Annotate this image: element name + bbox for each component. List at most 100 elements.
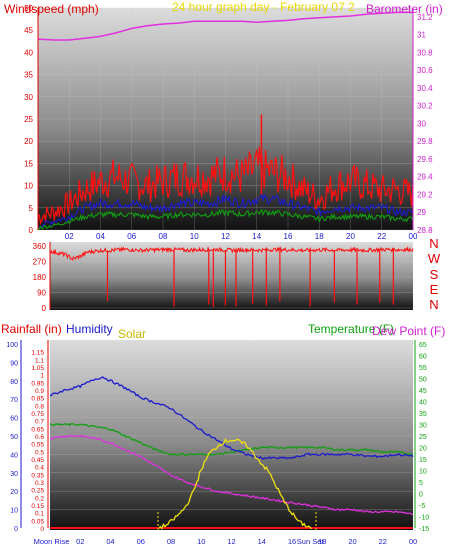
direction-tick-label: 180 <box>33 273 47 282</box>
rainfall-tick-label: 0.95 <box>31 380 44 387</box>
temperature-tick-label: 15 <box>419 457 427 464</box>
rainfall-tick-label: 0.65 <box>31 426 44 433</box>
barometer-tick-label: 29.6 <box>417 155 433 164</box>
time-tick-label: 10 <box>190 232 199 241</box>
time-tick-label: 14 <box>252 232 261 241</box>
barometer-tick-label: 30.2 <box>417 102 433 111</box>
direction-line <box>49 246 414 262</box>
temperature-tick-label: 50 <box>419 377 427 384</box>
compass-label: E <box>430 282 439 297</box>
temperature-tick-label: 45 <box>419 388 427 395</box>
humidity-tick-label: 60 <box>10 416 18 423</box>
barometer-tick-label: 30 <box>417 119 426 128</box>
windspeed-tick-label: 15 <box>24 159 33 168</box>
humidity-tick-label: 90 <box>10 360 18 367</box>
time-tick-label: 10 <box>197 537 205 546</box>
direction-series <box>49 246 414 308</box>
humidity-tick-label: 0 <box>14 526 18 533</box>
windspeed-tick-label: 25 <box>24 115 33 124</box>
barometer-tick-label: 28.8 <box>417 226 433 235</box>
humidity-tick-label: 50 <box>10 434 18 441</box>
rainfall-tick-label: 0 <box>40 526 44 533</box>
barometer-tick-label: 30.8 <box>417 48 433 57</box>
windspeed-tick-label: 20 <box>24 137 33 146</box>
windspeed-tick-label: 30 <box>24 93 33 102</box>
rainfall-tick-label: 0.35 <box>31 472 44 479</box>
dewpoint-axis-title: Dew Point (F) <box>372 324 445 338</box>
time-tick-label: 16 <box>288 537 296 546</box>
humidity-tick-label: 20 <box>10 489 18 496</box>
humidity-tick-label: 80 <box>10 379 18 386</box>
barometer-tick-label: 30.6 <box>417 66 433 75</box>
direction-plot-area <box>50 242 413 310</box>
wind-gridlines <box>38 7 414 231</box>
solar-line <box>158 437 313 530</box>
temperature-tick-label: 35 <box>419 411 427 418</box>
windspeed-tick-label: 10 <box>24 182 33 191</box>
direction-tick-labels: 0 90 180 270 360 <box>33 242 51 313</box>
temperature-tick-label: 55 <box>419 365 427 372</box>
time-tick-label: 04 <box>96 232 105 241</box>
direction-tick-label: 270 <box>33 258 47 267</box>
time-tick-label: 20 <box>348 537 356 546</box>
direction-tick-label: 360 <box>33 242 47 251</box>
rainfall-tick-label: 0.2 <box>35 495 44 502</box>
barometer-line <box>37 11 413 41</box>
humidity-line <box>49 376 414 460</box>
windspeed-tick-label: 45 <box>24 26 33 35</box>
windspeed-tick-label: 0 <box>29 226 34 235</box>
humidity-tick-label: 40 <box>10 452 18 459</box>
compass-label: S <box>430 267 439 282</box>
barometer-tick-label: 29.2 <box>417 190 433 199</box>
rainfall-tick-label: 0.45 <box>31 457 44 464</box>
time-tick-label: 06 <box>137 537 145 546</box>
windspeed-tick-label: 5 <box>29 204 34 213</box>
temperature-tick-label: 10 <box>419 469 427 476</box>
temperature-tick-label: -10 <box>419 515 429 522</box>
temperature-plot-area <box>50 340 413 530</box>
rainfall-tick-label: 0.1 <box>35 511 44 518</box>
time-tick-label: 22 <box>379 537 387 546</box>
temperature-series <box>49 376 414 530</box>
rainfall-tick-label: 1.1 <box>35 357 44 364</box>
temperature-tick-label: 40 <box>419 400 427 407</box>
rainfall-tick-label: 0.3 <box>35 480 44 487</box>
temperature-line <box>49 422 414 457</box>
time-tick-label: 14 <box>258 537 266 546</box>
time-tick-label: 06 <box>127 232 136 241</box>
page-title: 24 hour graph day - February 07 2 <box>172 0 355 14</box>
time-tick-label: 18 <box>315 232 324 241</box>
temperature-tick-label: 25 <box>419 434 427 441</box>
wind-barometer-panel: 0 5 10 15 20 25 30 35 40 45 50 28.8 29 29.2 29.4 29.6 29… <box>4 0 443 241</box>
windspeed-line <box>37 192 414 228</box>
wind-average-line <box>37 208 414 231</box>
time-tick-label: 16 <box>284 232 293 241</box>
rainfall-tick-label: 0.9 <box>35 388 44 395</box>
time-tick-label: Moon Rise <box>34 537 70 546</box>
time-tick-label: 04 <box>106 537 114 546</box>
temperature-tick-label: 60 <box>419 354 427 361</box>
time-tick-label: 18 <box>318 537 326 546</box>
rainfall-tick-label: 0.4 <box>35 465 44 472</box>
humidity-tick-label: 30 <box>10 471 18 478</box>
temperature-axis-title: Temperature (F) <box>308 322 394 336</box>
humidity-tick-label: 10 <box>10 508 18 515</box>
windspeed-axis-title: Windspeed (mph) <box>4 2 99 16</box>
barometer-tick-label: 29 <box>417 208 426 217</box>
rainfall-tick-label: 0.75 <box>31 411 44 418</box>
direction-tick-label: 90 <box>37 289 46 298</box>
rainfall-tick-label: 0.25 <box>31 488 44 495</box>
rainfall-tick-label: 0.15 <box>31 503 44 510</box>
time-tick-label: 00 <box>409 537 417 546</box>
barometer-tick-label: 31.2 <box>417 13 433 22</box>
wind-series <box>37 11 414 231</box>
direction-gridlines <box>50 245 413 309</box>
compass-label: N <box>429 236 438 251</box>
rainfall-tick-label: 0.05 <box>31 518 44 525</box>
time-tick-label: 08 <box>167 537 175 546</box>
temperature-tick-label: 0 <box>419 492 423 499</box>
barometer-tick-label: 29.8 <box>417 137 433 146</box>
temperature-gridlines <box>50 343 413 529</box>
